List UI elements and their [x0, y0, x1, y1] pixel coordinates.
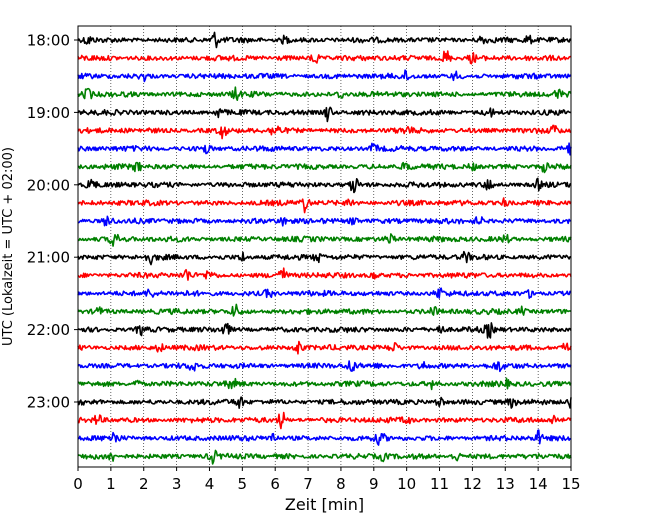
seismic-trace: [77, 69, 572, 83]
seismic-trace: [77, 449, 572, 465]
seismic-trace: [77, 250, 572, 266]
seismic-trace: [77, 142, 572, 156]
x-tick-label: 4: [205, 475, 215, 493]
y-axis-label: UTC (Lokalzeit = UTC + 02:00): [1, 147, 16, 346]
seismic-trace: [77, 106, 572, 123]
y-axis: 18:00 19:00 20:00 21:00 22:00 23:00: [27, 32, 78, 412]
x-tick-label: 2: [139, 475, 149, 493]
x-tick-label: 7: [303, 475, 313, 493]
x-tick-label: 6: [270, 475, 280, 493]
x-tick-label: 1: [106, 475, 116, 493]
seismic-trace: [77, 197, 572, 214]
seismic-trace: [77, 396, 572, 409]
seismic-trace: [77, 215, 572, 227]
x-tick-label: 9: [369, 475, 379, 493]
x-tick-label: 10: [397, 475, 416, 493]
seismic-trace: [77, 233, 572, 247]
plot-frame: [77, 25, 572, 468]
seismic-trace: [77, 429, 572, 446]
seismic-trace: [77, 161, 572, 174]
y-tick-label: 19:00: [27, 104, 70, 122]
seismic-trace: [77, 177, 572, 194]
seismic-trace: [77, 124, 572, 140]
y-tick-label: 21:00: [27, 249, 70, 267]
y-tick-label: 23:00: [27, 394, 70, 412]
seismic-trace: [77, 411, 572, 430]
seismic-trace: [77, 322, 572, 339]
y-tick-label: 20:00: [27, 176, 70, 194]
seismic-trace: [77, 340, 572, 355]
traces: [77, 31, 572, 465]
x-axis-label: Zeit [min]: [285, 495, 364, 514]
x-tick-label: 14: [529, 475, 548, 493]
x-tick-label: 12: [463, 475, 482, 493]
y-tick-label: 22:00: [27, 321, 70, 339]
x-tick-label: 0: [73, 475, 83, 493]
x-tick-label: 3: [172, 475, 182, 493]
x-tick-label: 11: [430, 475, 449, 493]
seismic-trace: [77, 377, 572, 391]
seismic-trace: [77, 50, 572, 65]
x-tick-label: 15: [561, 475, 580, 493]
x-axis: 0 1 2 3 4 5 6 7 8 9 10 11 12 13 14 15: [73, 467, 581, 493]
seismic-trace: [77, 86, 572, 101]
x-tick-label: 5: [238, 475, 248, 493]
seismic-trace: [77, 31, 572, 49]
seismic-trace: [77, 303, 572, 317]
seismic-trace: [77, 360, 572, 373]
y-tick-label: 18:00: [27, 32, 70, 50]
x-tick-label: 13: [496, 475, 515, 493]
seismic-trace: [77, 287, 572, 299]
seismic-trace: [77, 267, 572, 281]
x-tick-label: 8: [336, 475, 346, 493]
